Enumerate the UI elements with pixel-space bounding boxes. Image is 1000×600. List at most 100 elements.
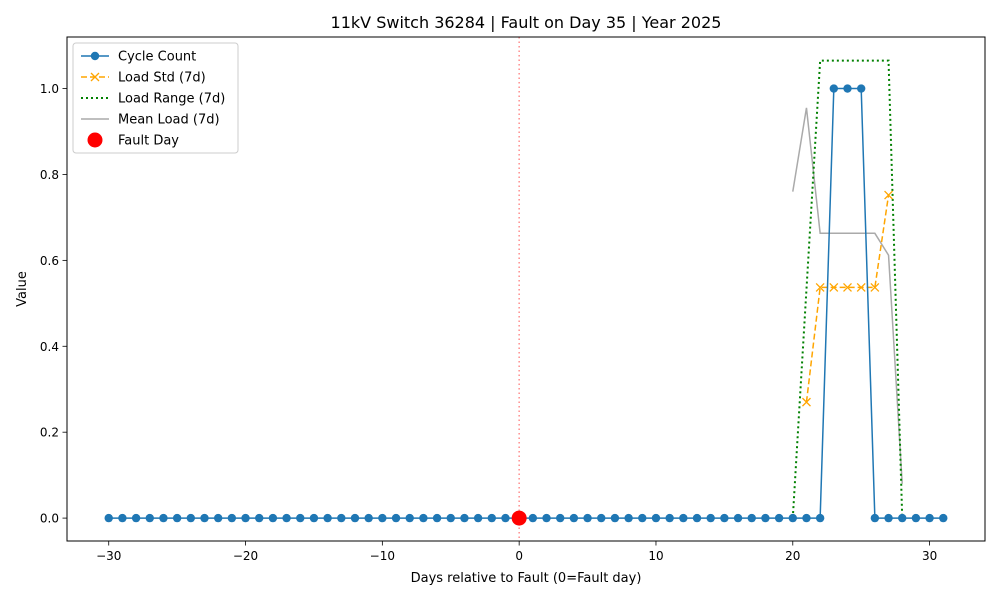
data-point	[186, 513, 196, 523]
data-point	[720, 513, 729, 523]
data-point	[405, 513, 414, 523]
data-point	[501, 513, 510, 523]
data-point	[706, 513, 715, 523]
series-fault-day	[511, 510, 527, 526]
legend-marker	[90, 72, 100, 82]
data-point	[296, 513, 305, 523]
data-point	[692, 513, 702, 523]
data-point	[733, 513, 743, 523]
series-mean-load-7d	[792, 107, 903, 484]
y-tick-label: 0.0	[40, 512, 59, 526]
y-axis: 0.0 0.2 0.4 0.6 0.8 1.0	[40, 82, 67, 526]
data-point	[542, 513, 551, 523]
x-axis: −30 −20 −10 0 10 20 30	[96, 541, 937, 563]
y-tick-label: 0.8	[40, 168, 59, 182]
data-point	[337, 513, 346, 523]
data-point	[268, 513, 278, 523]
data-point	[460, 513, 469, 523]
data-point	[419, 513, 428, 523]
chart-title: 11kV Switch 36284 | Fault on Day 35 | Ye…	[331, 13, 722, 32]
y-tick-label: 0.2	[40, 426, 59, 440]
series-load-std-7d	[802, 190, 894, 407]
x-tick-label: −30	[96, 549, 121, 563]
data-point	[145, 513, 154, 523]
legend-item: Cycle Count	[81, 50, 196, 65]
data-point	[651, 513, 661, 523]
data-point	[391, 513, 401, 523]
legend-item: Load Range (7d)	[81, 92, 225, 107]
data-point	[172, 513, 182, 523]
legend-marker	[90, 51, 100, 61]
data-point	[487, 513, 496, 523]
data-point	[802, 513, 811, 523]
data-point	[829, 84, 839, 93]
data-point	[679, 513, 688, 523]
y-axis-label: Value	[15, 271, 30, 307]
x-axis-label: Days relative to Fault (0=Fault day)	[411, 571, 642, 586]
data-point	[802, 397, 811, 407]
data-point	[884, 190, 894, 200]
data-point	[118, 513, 127, 523]
data-point	[925, 513, 934, 523]
data-point	[788, 513, 797, 523]
data-point	[610, 513, 620, 523]
x-tick-label: 30	[922, 549, 937, 563]
series-line	[792, 107, 903, 484]
legend-box	[72, 42, 239, 154]
legend: Cycle Count Load Std (7d) Load Range (7d) M…	[72, 42, 239, 154]
data-point	[898, 513, 907, 523]
legend-label: Cycle Count	[118, 50, 196, 65]
data-point	[446, 513, 455, 523]
data-point	[323, 513, 332, 523]
x-tick-label: −20	[233, 549, 258, 563]
data-point	[815, 282, 825, 292]
legend-label: Fault Day	[118, 134, 179, 149]
data-point	[159, 513, 168, 523]
data-point	[556, 513, 565, 523]
axes-frame	[66, 36, 986, 542]
x-tick-label: 0	[515, 549, 523, 563]
data-point	[583, 513, 592, 523]
series-line	[791, 59, 904, 519]
data-point	[364, 513, 373, 523]
plot-area	[104, 37, 948, 541]
legend-item: Mean Load (7d)	[81, 113, 220, 128]
y-tick-label: 0.4	[40, 340, 59, 354]
data-point	[255, 513, 264, 523]
data-point	[597, 513, 606, 523]
legend-label: Load Std (7d)	[118, 71, 206, 86]
data-point	[213, 513, 223, 523]
legend-marker	[87, 132, 103, 148]
data-point	[665, 513, 674, 523]
legend-label: Load Range (7d)	[118, 92, 225, 107]
data-point	[856, 282, 866, 292]
data-point	[911, 513, 921, 523]
data-point	[829, 282, 839, 292]
data-point	[473, 513, 483, 523]
legend-item: Fault Day	[87, 132, 179, 149]
data-point	[282, 513, 291, 523]
data-point	[747, 513, 756, 523]
legend-label: Mean Load (7d)	[118, 113, 220, 128]
data-point	[638, 513, 647, 523]
data-point	[200, 513, 209, 523]
data-point	[227, 513, 237, 523]
data-point	[569, 513, 579, 523]
y-tick-label: 0.6	[40, 254, 59, 268]
x-tick-label: 20	[785, 549, 800, 563]
data-point	[815, 513, 825, 523]
data-point	[528, 513, 538, 523]
data-point	[843, 84, 852, 93]
data-point	[131, 513, 141, 523]
series-load-range-7d	[791, 59, 904, 519]
data-point	[939, 513, 948, 523]
data-point	[241, 513, 250, 523]
data-point	[104, 513, 113, 523]
x-tick-label: 10	[648, 549, 663, 563]
data-point	[309, 513, 319, 523]
y-tick-label: 1.0	[40, 82, 59, 96]
data-point	[624, 513, 633, 523]
legend-item: Load Std (7d)	[81, 71, 206, 86]
data-point	[761, 513, 770, 523]
data-point	[432, 513, 442, 523]
